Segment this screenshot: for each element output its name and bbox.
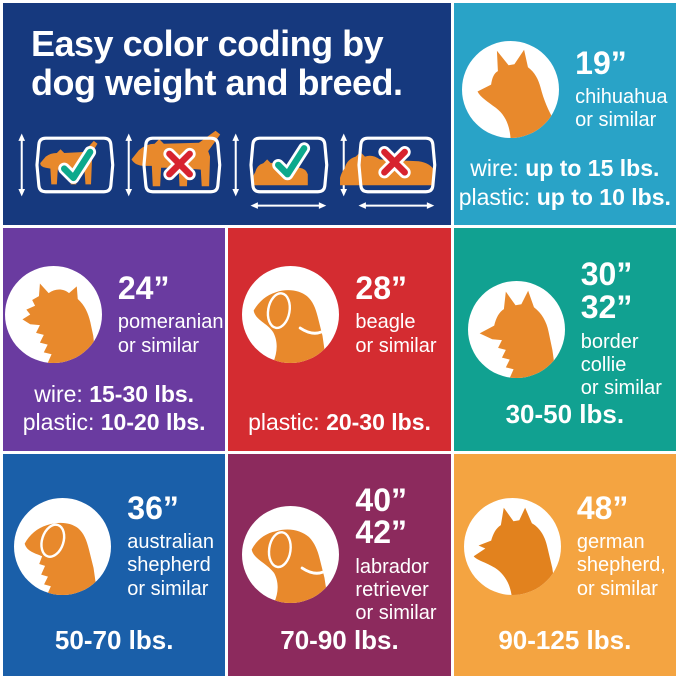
- panel-main: 48” german shepherd, or similar: [454, 492, 676, 601]
- crate-fit-diagrams: [15, 128, 441, 213]
- panel-info: 28” beagle or similar: [355, 272, 436, 358]
- weight-range-label: wire: up to 15 lbs. plastic: up to 10 lb…: [458, 155, 671, 210]
- check-icon: [272, 142, 311, 181]
- height-arrow-icon: [125, 133, 133, 197]
- crate-size-label: 28”: [355, 269, 408, 306]
- panel-german-shepherd: 48” german shepherd, or similar 90-125 lbs…: [453, 453, 676, 676]
- panel-main: 28” beagle or similar: [228, 266, 450, 364]
- crate-size-label: 40”: [355, 481, 408, 518]
- weight-range-label: 70-90 lbs.: [280, 624, 399, 655]
- pomeranian-icon: [4, 266, 102, 364]
- panel-info: 48” german shepherd, or similar: [577, 492, 666, 601]
- panel-main: 24” pomeranian or similar: [3, 266, 225, 364]
- height-arrow-icon: [18, 133, 26, 197]
- crate-size-label: 30”: [580, 256, 633, 293]
- standing-dog-fits-diagram: [18, 133, 115, 197]
- height-arrow-icon: [232, 133, 240, 197]
- panel-main: 19” chihuahua or similar: [454, 41, 676, 138]
- standing-dog-icon: [40, 141, 98, 185]
- breed-label: german shepherd, or similar: [576, 531, 666, 600]
- breed-label: pomeranian or similar: [117, 311, 224, 357]
- crate-size-label: 19”: [575, 44, 627, 81]
- crate-icon: [35, 136, 115, 194]
- cross-icon: [378, 146, 411, 179]
- crate-size-label: 36”: [127, 489, 179, 526]
- weight-range-label: wire: 15-30 lbs. plastic: 10-20 lbs.: [22, 380, 206, 436]
- labrador-retriever-icon: [242, 506, 340, 604]
- width-arrow-icon: [358, 202, 434, 210]
- crate-icon: [357, 136, 436, 194]
- breed-label: chihuahua or similar: [575, 86, 668, 132]
- panel-chihuahua: 19” chihuahua or similar wire: up to 15 l…: [453, 3, 676, 226]
- breed-label: beagle or similar: [355, 311, 437, 357]
- chihuahua-icon: [462, 41, 560, 138]
- panel-pomeranian: 24” pomeranian or similar wire: 15-30 lbs…: [3, 228, 226, 451]
- cross-icon: [163, 148, 196, 181]
- beagle-icon: [242, 266, 340, 364]
- panel-main: 36” australian shepherd or similar: [3, 492, 225, 601]
- breed-label: australian shepherd or similar: [127, 531, 215, 600]
- panel-info: 30” 32” border collie or similar: [581, 258, 662, 400]
- panel-info: 40” 42” labrador retriever or similar: [355, 484, 436, 626]
- breed-label: labrador retriever or similar: [355, 555, 437, 625]
- weight-range-label: plastic: 20-30 lbs.: [248, 409, 431, 436]
- page-title: Easy color coding by dog weight and bree…: [31, 23, 451, 103]
- standing-dog-too-big-diagram: [125, 131, 222, 197]
- breed-label: border collie or similar: [580, 330, 662, 399]
- lying-dog-fits-diagram: [232, 133, 329, 210]
- german-shepherd-icon: [463, 497, 561, 595]
- panel-border-collie: 30” 32” border collie or similar 30-50 lbs…: [453, 228, 676, 451]
- crate-icon: [142, 136, 222, 194]
- crate-size-label-2: 42”: [355, 514, 408, 551]
- title-line-2: dog weight and breed.: [31, 61, 403, 103]
- australian-shepherd-icon: [14, 497, 112, 595]
- panel-info: 24” pomeranian or similar: [118, 272, 224, 358]
- panel-labrador-retriever: 40” 42” labrador retriever or similar 70-9…: [228, 453, 451, 676]
- crate-size-label: 24”: [117, 269, 170, 306]
- panel-info: 36” australian shepherd or similar: [127, 492, 214, 601]
- weight-range-label: 50-70 lbs.: [54, 624, 174, 655]
- crate-icon: [249, 136, 329, 194]
- panel-main: 40” 42” labrador retriever or similar: [228, 484, 450, 626]
- panel-australian-shepherd: 36” australian shepherd or similar 50-70 l…: [3, 453, 226, 676]
- weight-range-label: 30-50 lbs.: [505, 399, 625, 430]
- check-icon: [58, 146, 97, 185]
- lying-dog-too-big-diagram: [339, 133, 436, 210]
- crate-size-label-2: 32”: [580, 288, 633, 325]
- border-collie-icon: [467, 280, 565, 378]
- weight-range-label: 90-125 lbs.: [498, 624, 632, 655]
- panel-main: 30” 32” border collie or similar: [454, 258, 676, 400]
- panel-beagle: 28” beagle or similar plastic: 20-30 lbs.: [228, 228, 451, 451]
- header-panel: Easy color coding by dog weight and bree…: [3, 3, 451, 226]
- title-line-1: Easy color coding by: [31, 23, 384, 64]
- crate-size-label: 48”: [576, 489, 629, 526]
- panel-info: 19” chihuahua or similar: [575, 44, 668, 133]
- width-arrow-icon: [250, 202, 327, 210]
